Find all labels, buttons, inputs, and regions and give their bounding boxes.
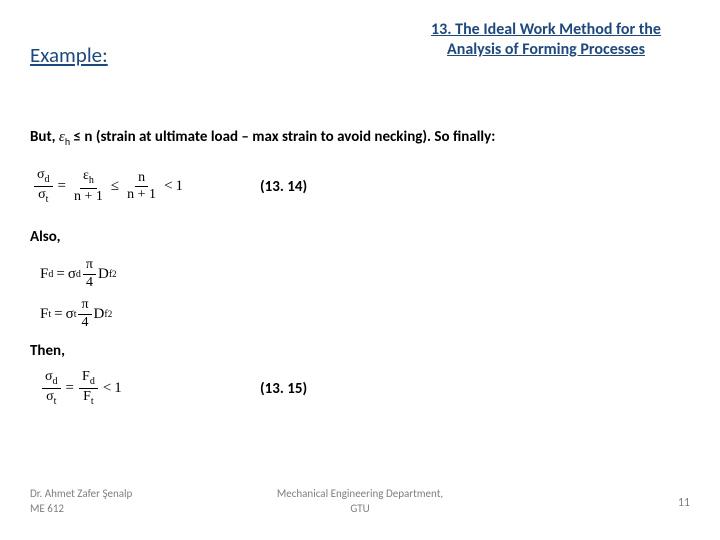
pi: π (83, 258, 96, 275)
sub-t: t (46, 194, 49, 205)
equals: = (66, 380, 74, 397)
equals: = (58, 178, 66, 195)
squared: 2 (112, 269, 117, 279)
F: F (82, 369, 90, 384)
footer-author: Dr. Ahmet Zafer Şenalp ME 612 (30, 487, 132, 516)
example-heading: Example: (30, 42, 108, 68)
leq-n: ≤ n (70, 128, 96, 146)
sub-t: t (74, 309, 77, 320)
sub-d: d (90, 376, 95, 387)
sub-d: d (45, 174, 50, 185)
D: D (98, 266, 109, 283)
sigma: σ (37, 167, 45, 182)
F: F (40, 306, 48, 323)
chapter-title-line1: 13. The Ideal Work Method for the (431, 20, 661, 39)
frac-eps-over-n1: εh n + 1 (71, 169, 106, 204)
sigma: σ (68, 266, 76, 283)
pi: π (78, 298, 91, 315)
equation-fd: Fd = σd π 4 Df2 (40, 258, 117, 290)
frac-sigma-ratio: σd σt (42, 370, 61, 408)
n: n (135, 171, 148, 188)
squared: 2 (108, 309, 113, 319)
one: 1 (176, 178, 184, 195)
dept-line1: Mechanical Engineering Department, (277, 487, 443, 500)
line-lead: But, (30, 128, 59, 146)
line-condition: But, εh ≤ n (strain at ultimate load – m… (30, 128, 495, 148)
sub-d: d (48, 269, 53, 280)
dept-line2: GTU (350, 502, 369, 515)
equation-13-15: σd σt = Fd Ft < 1 (40, 370, 122, 408)
line-rest: (strain at ultimate load – max strain to… (96, 128, 496, 146)
F: F (83, 389, 91, 404)
chapter-title: 13. The Ideal Work Method for the Analys… (396, 20, 696, 60)
sub-t: t (54, 396, 57, 407)
author-name: Dr. Ahmet Zafer Şenalp (30, 487, 132, 500)
frac-F-ratio: Fd Ft (79, 370, 98, 408)
sub-h: h (89, 175, 94, 186)
course-code: ME 612 (30, 502, 64, 515)
sub-t: t (91, 396, 94, 407)
footer-dept: Mechanical Engineering Department, GTU (277, 487, 443, 516)
then-label: Then, (30, 342, 65, 360)
n-plus-1: n + 1 (71, 189, 106, 205)
frac-pi-4: π 4 (83, 258, 96, 290)
sigma: σ (46, 389, 54, 404)
sigma: σ (66, 306, 74, 323)
leq: ≤ (111, 178, 119, 195)
less-than: < (103, 380, 111, 397)
sigma: σ (38, 187, 46, 202)
chapter-title-line2: Analysis of Forming Processes (447, 40, 645, 59)
F: F (40, 266, 48, 283)
eq-number-1315: (13. 15) (260, 380, 307, 398)
eq-number-1314: (13. 14) (260, 178, 307, 196)
page-number: 11 (678, 496, 690, 510)
sub-d: d (76, 269, 81, 280)
sub-d: d (53, 376, 58, 387)
four: 4 (83, 275, 96, 291)
sigma: σ (45, 369, 53, 384)
equation-13-14: σd σt = εh n + 1 ≤ n n + 1 < 1 (32, 168, 183, 206)
equals: = (54, 306, 62, 323)
four: 4 (79, 315, 92, 331)
frac-sigma-ratio: σd σt (34, 168, 53, 206)
equation-ft: Ft = σt π 4 Df2 (40, 298, 112, 330)
frac-pi-4: π 4 (78, 298, 91, 330)
D: D (94, 306, 105, 323)
less-than: < (164, 178, 172, 195)
one: 1 (114, 380, 122, 397)
equals: = (56, 266, 64, 283)
frac-n-over-n1: n n + 1 (124, 171, 159, 203)
sub-t: t (48, 309, 51, 320)
also-label: Also, (30, 228, 60, 246)
n-plus-1: n + 1 (124, 187, 159, 203)
